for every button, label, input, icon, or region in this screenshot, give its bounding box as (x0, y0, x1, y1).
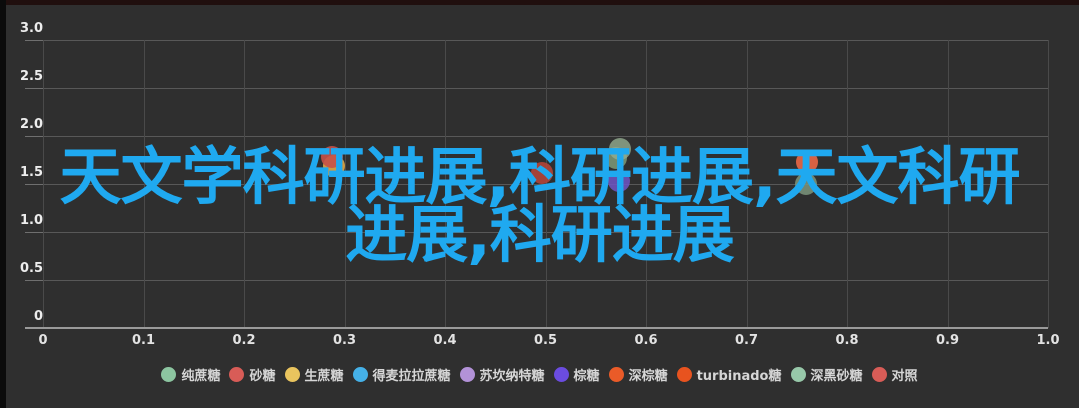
legend-item-label: turbinado糖 (696, 369, 782, 384)
legend-item[interactable]: 深黑砂糖 (790, 365, 863, 384)
legend-item[interactable]: 苏坎纳特糖 (459, 365, 545, 384)
legend-dot-icon (553, 367, 569, 382)
legend-item[interactable]: 对照 (871, 365, 918, 384)
legend-item-label: 苏坎纳特糖 (479, 369, 545, 384)
scatter-point[interactable] (531, 162, 554, 185)
y-tick-mark (25, 88, 43, 89)
x-tick-label: 0.4 (433, 333, 457, 348)
y-tick-label: 1.5 (19, 165, 43, 180)
scatter-point[interactable] (321, 146, 344, 169)
legend-item[interactable]: turbinado糖 (676, 365, 782, 384)
y-tick-label: 3.0 (19, 21, 43, 36)
legend-item[interactable]: 得麦拉拉蔗糖 (352, 365, 451, 384)
legend-dot-icon (352, 367, 368, 382)
x-tick-label: 1.0 (1036, 333, 1060, 348)
x-tick-label: 0.8 (835, 333, 859, 348)
v-gridline (847, 40, 848, 328)
top-border-bar (0, 0, 1079, 5)
y-tick-mark (25, 184, 43, 185)
legend-dot-icon (161, 367, 177, 382)
legend-item-label: 生蔗糖 (304, 369, 344, 384)
x-tick-label: 0.2 (232, 333, 256, 348)
y-tick-mark (25, 232, 43, 233)
v-gridline (646, 40, 647, 328)
left-border-bar (0, 0, 6, 408)
legend-item-label: 砂糖 (249, 369, 276, 384)
legend-item[interactable]: 棕糖 (553, 365, 600, 384)
v-gridline (545, 40, 547, 328)
scatter-point[interactable] (607, 170, 630, 193)
legend-item-label: 纯蔗糖 (181, 369, 221, 384)
x-tick-label: 0.9 (935, 333, 960, 348)
v-gridline (344, 40, 346, 328)
legend-dot-icon (676, 367, 692, 382)
overlay-title-line-2: 进展,科研进展 (345, 198, 735, 271)
v-gridline (244, 40, 245, 328)
x-tick-label: 0 (38, 333, 48, 348)
y-tick-label: 0.5 (19, 261, 43, 276)
overlay-title: 天文学科研进展,科研进展,天文科研 进展,科研进展 (0, 140, 1079, 271)
y-tick-label: 0 (33, 309, 43, 324)
scatter-point[interactable] (795, 150, 818, 173)
v-gridline (445, 40, 446, 328)
v-gridline (43, 40, 44, 328)
plot-area (43, 40, 1049, 329)
legend-item[interactable]: 纯蔗糖 (161, 365, 220, 384)
legend-dot-icon (229, 367, 245, 382)
legend-dot-icon (284, 367, 300, 382)
y-tick-mark (25, 136, 43, 137)
legend-dot-icon (790, 367, 806, 382)
scatter-point[interactable] (608, 138, 631, 161)
legend: 纯蔗糖 砂糖 生蔗糖 得麦拉拉蔗糖 苏坎纳特糖 棕糖 深棕糖 turbinado糖 深黑砂糖 对照 (0, 365, 1079, 384)
legend-item-label: 对照 (891, 369, 918, 384)
v-gridline (1048, 40, 1049, 328)
y-tick-mark (25, 280, 43, 281)
overlay-title-line-1: 天文学科研进展,科研进展,天文科研 (59, 140, 1020, 213)
y-tick-label: 1.0 (19, 213, 43, 228)
y-tick-label: 2.0 (19, 117, 43, 132)
v-gridline (143, 40, 145, 328)
x-tick-label: 0.7 (734, 333, 759, 348)
scatter-point[interactable] (794, 173, 817, 195)
legend-item-label: 深棕糖 (628, 369, 668, 384)
y-tick-label: 2.5 (19, 69, 43, 84)
x-tick-label: 0.3 (332, 333, 357, 348)
x-tick-label: 0.1 (131, 333, 156, 348)
v-gridline (746, 40, 748, 328)
x-axis-line (25, 327, 1048, 329)
x-tick-label: 0.5 (533, 333, 558, 348)
legend-item[interactable]: 生蔗糖 (284, 365, 344, 384)
legend-dot-icon (459, 367, 475, 382)
legend-item-label: 得麦拉拉蔗糖 (372, 369, 451, 384)
legend-item-label: 深黑砂糖 (810, 369, 863, 384)
legend-dot-icon (871, 367, 887, 382)
y-tick-mark (25, 40, 43, 41)
x-tick-label: 0.6 (634, 333, 658, 348)
legend-item-label: 棕糖 (573, 369, 600, 384)
legend-dot-icon (608, 367, 624, 382)
v-gridline (947, 40, 949, 328)
legend-item[interactable]: 深棕糖 (608, 365, 668, 384)
legend-item[interactable]: 砂糖 (229, 365, 276, 384)
